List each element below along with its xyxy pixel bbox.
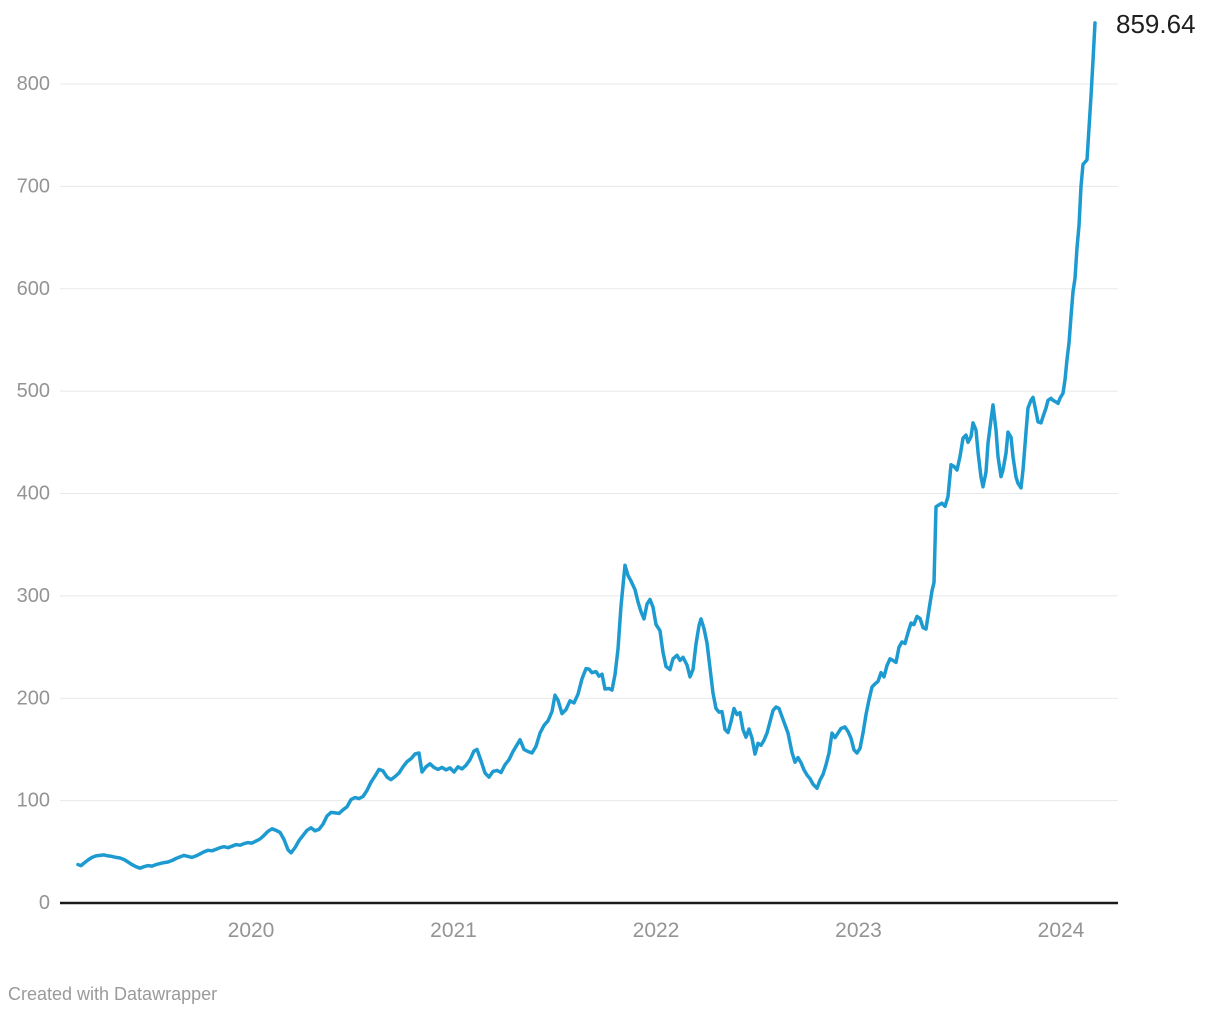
y-tick-label-600: 600 [17,278,50,300]
y-tick-label-200: 200 [17,687,50,709]
x-tick-label-2024: 2024 [1038,919,1085,942]
x-tick-label-2021: 2021 [430,919,477,942]
y-tick-label-700: 700 [17,175,50,197]
x-tick-label-2022: 2022 [633,919,680,942]
final-value-label: 859.64 [1116,9,1196,39]
y-tick-label-0: 0 [39,892,50,914]
y-tick-label-300: 300 [17,585,50,607]
y-tick-label-500: 500 [17,380,50,402]
datawrapper-attribution: Created with Datawrapper [8,984,218,1004]
y-tick-label-800: 800 [17,73,50,95]
price-line [76,21,1097,870]
y-tick-label-100: 100 [17,790,50,812]
x-tick-label-2020: 2020 [228,919,275,942]
y-tick-label-400: 400 [17,483,50,505]
x-tick-label-2023: 2023 [835,919,882,942]
